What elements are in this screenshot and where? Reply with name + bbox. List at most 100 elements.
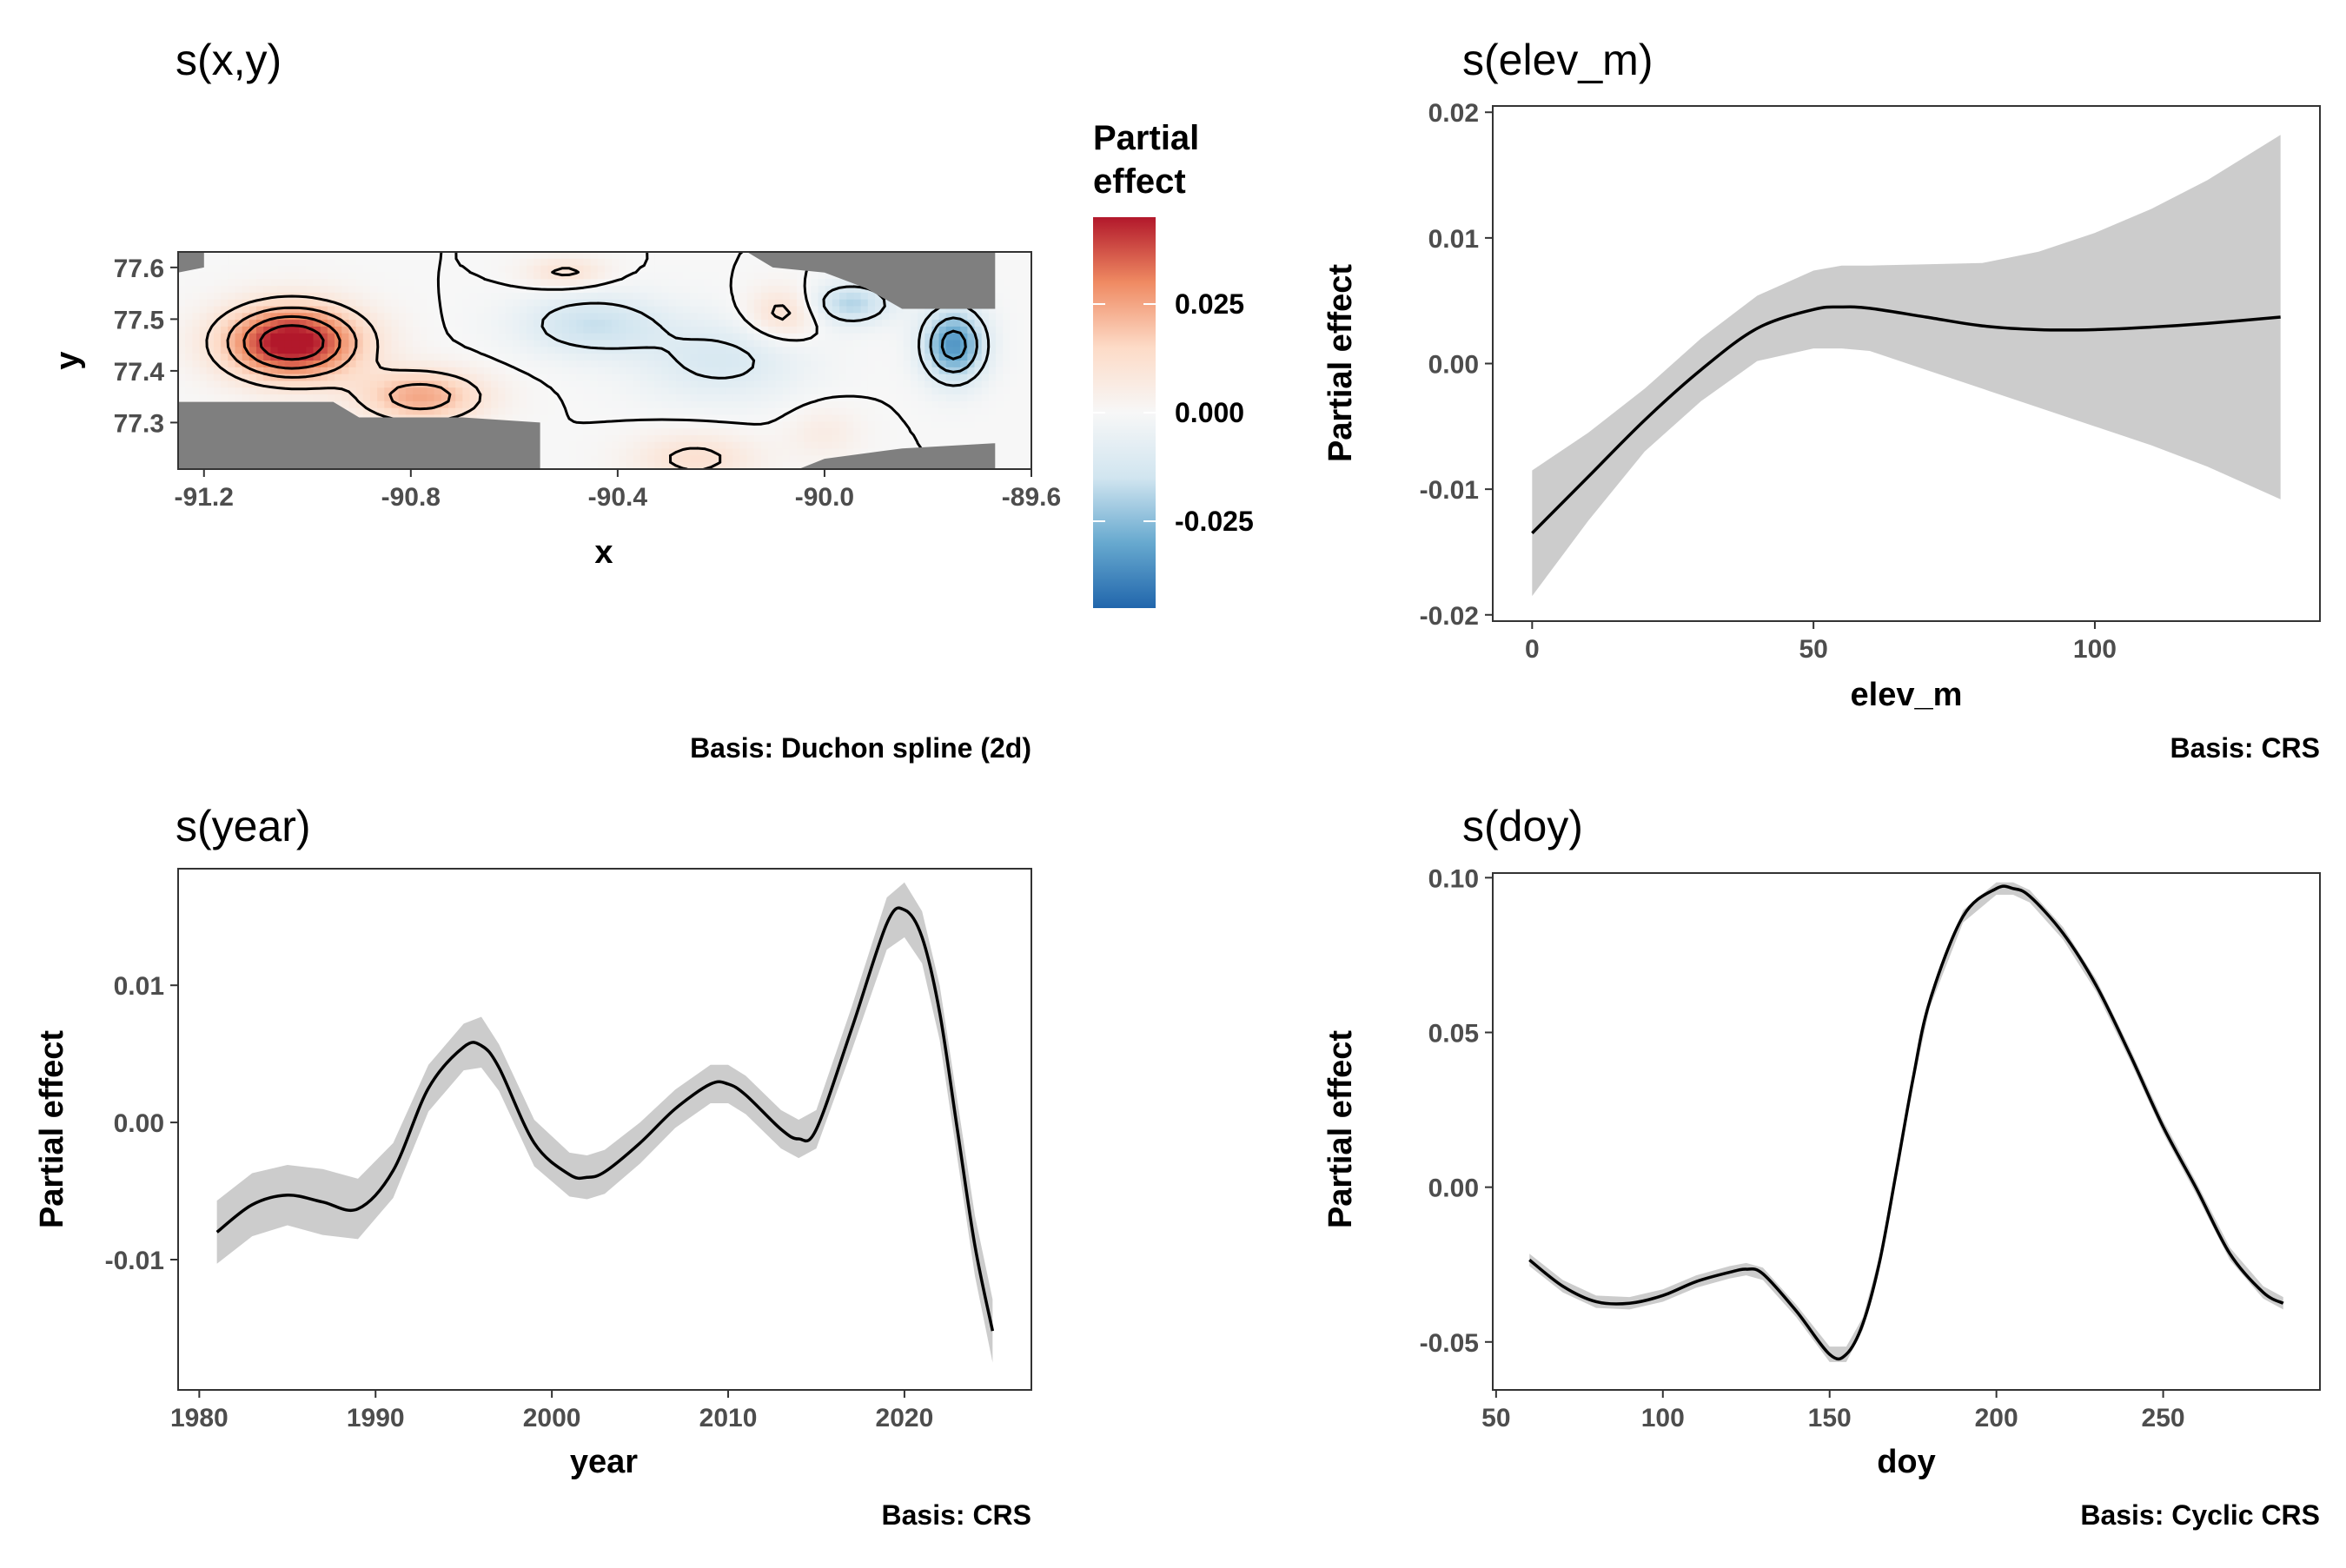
heatmap-cell — [761, 374, 769, 382]
heatmap-cell — [739, 279, 748, 287]
heatmap-cell — [249, 361, 257, 368]
heatmap-cell — [554, 333, 563, 341]
heatmap-cell — [938, 374, 947, 382]
heatmap-cell — [533, 354, 541, 361]
heatmap-cell — [619, 367, 627, 375]
heatmap-cell — [697, 374, 706, 382]
heatmap-cell — [619, 313, 627, 321]
heatmap-cell — [796, 361, 805, 368]
heatmap-cell — [811, 448, 819, 456]
heatmap-cell — [853, 380, 862, 388]
heatmap-cell — [818, 367, 826, 375]
heatmap-cell — [668, 387, 677, 395]
heatmap-cell — [1010, 306, 1018, 314]
heatmap-cell — [761, 455, 769, 463]
heatmap-cell — [1003, 333, 1011, 341]
heatmap-cell — [896, 326, 905, 334]
heatmap-cell — [811, 394, 819, 402]
heatmap-cell — [726, 407, 733, 416]
heatmap-cell — [726, 286, 733, 294]
heatmap-cell — [512, 292, 520, 301]
heatmap-cell — [263, 354, 271, 361]
heatmap-cell — [569, 380, 577, 388]
heatmap-cell — [299, 326, 307, 334]
heatmap-cell — [918, 374, 925, 382]
heatmap-cell — [804, 313, 812, 321]
heatmap-cell — [427, 292, 435, 301]
heatmap-cell — [661, 279, 670, 287]
heatmap-cell — [960, 320, 968, 327]
heatmap-cell — [420, 313, 428, 321]
heatmap-cell — [491, 313, 499, 321]
heatmap-cell — [505, 313, 514, 321]
heatmap-cell — [391, 306, 400, 314]
heatmap-cell — [903, 428, 911, 436]
heatmap-cell — [1017, 313, 1025, 321]
heatmap-cell — [675, 286, 684, 294]
heatmap-cell — [860, 400, 869, 409]
heatmap-cell — [924, 333, 933, 341]
heatmap-cell — [306, 333, 315, 341]
heatmap-cell — [746, 462, 755, 469]
heatmap-cell — [619, 326, 627, 334]
heatmap-cell — [413, 347, 421, 354]
heatmap-cell — [789, 434, 798, 443]
heatmap-cell — [547, 441, 556, 450]
heatmap-cell — [839, 286, 847, 294]
heatmap-cell — [832, 414, 840, 422]
heatmap-cell — [447, 367, 456, 375]
heatmap-cell — [327, 306, 335, 314]
heatmap-cell — [882, 428, 890, 436]
heatmap-cell — [996, 361, 1004, 368]
heatmap-cell — [647, 272, 655, 280]
heatmap-cell — [434, 374, 442, 382]
heatmap-cell — [498, 340, 507, 347]
heatmap-cell — [996, 414, 1004, 422]
heatmap-cell — [924, 441, 933, 450]
heatmap-cell — [612, 428, 620, 436]
heatmap-cell — [483, 299, 492, 308]
heatmap-cell — [967, 380, 976, 388]
heatmap-cell — [420, 333, 428, 341]
heatmap-cell — [441, 380, 449, 388]
heatmap-cell — [362, 299, 371, 308]
heatmap-cell — [918, 306, 925, 314]
heatmap-cell — [1017, 361, 1025, 368]
heatmap-cell — [753, 320, 762, 327]
heatmap-cell — [405, 340, 414, 347]
heatmap-cell — [178, 361, 186, 368]
heatmap-cell — [832, 333, 840, 341]
heatmap-cell — [931, 340, 940, 347]
heatmap-cell — [384, 252, 393, 260]
heatmap-cell — [726, 455, 733, 463]
heatmap-cell — [569, 374, 577, 382]
x-ticks-sdoy: 50 100 150 200 250 — [1481, 1390, 2185, 1432]
heatmap-cell — [427, 340, 435, 347]
heatmap-cell — [910, 394, 918, 402]
heatmap-cell — [533, 252, 541, 260]
heatmap-cell — [377, 326, 385, 334]
heatmap-cell — [441, 333, 449, 341]
heatmap-cell — [306, 367, 315, 375]
heatmap-cell — [775, 434, 784, 443]
heatmap-cell — [420, 279, 428, 287]
heatmap-cell — [860, 333, 869, 341]
heatmap-cell — [242, 367, 250, 375]
heatmap-cell — [249, 265, 257, 274]
heatmap-cell — [533, 367, 541, 375]
heatmap-cell — [910, 320, 918, 327]
heatmap-cell — [341, 265, 349, 274]
heatmap-cell — [818, 428, 826, 436]
heatmap-cell — [199, 347, 208, 354]
heatmap-cell — [626, 361, 634, 368]
heatmap-cell — [256, 258, 264, 267]
heatmap-cell — [185, 340, 193, 347]
heatmap-cell — [945, 361, 954, 368]
heatmap-cell — [726, 326, 733, 334]
heatmap-cell — [483, 306, 492, 314]
heatmap-cell — [846, 279, 855, 287]
heatmap-cell — [420, 340, 428, 347]
x-tick-label: 100 — [1641, 1404, 1685, 1432]
heatmap-cell — [235, 292, 243, 301]
heatmap-cell — [369, 258, 378, 267]
